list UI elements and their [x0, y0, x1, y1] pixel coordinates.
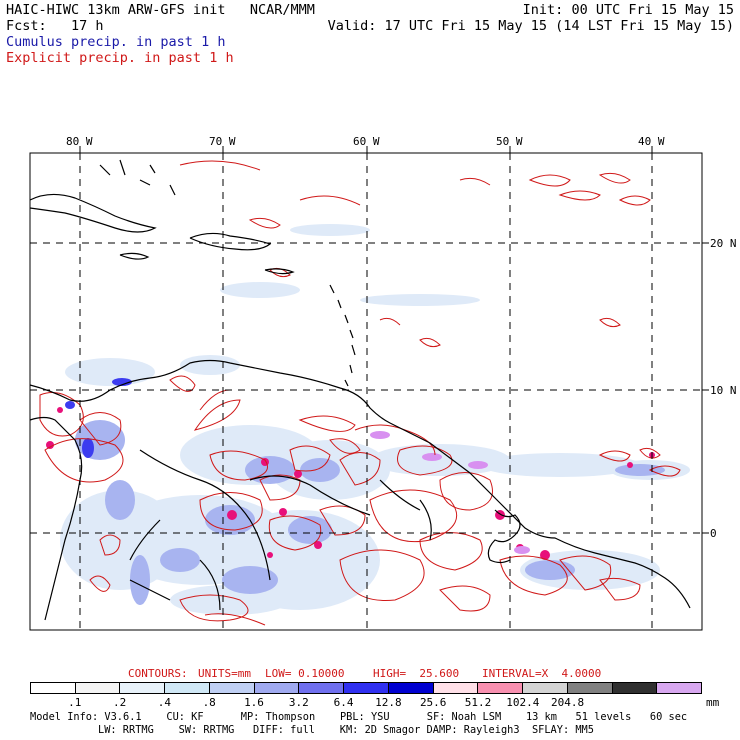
colorbar-tick-label: .4 — [157, 696, 172, 709]
lon-label: 60 W — [353, 135, 380, 148]
plot-title: HAIC-HIWC 13km ARW-GFS init NCAR/MMM — [6, 2, 315, 18]
colorbar-tick-label: 12.8 — [375, 696, 402, 709]
lon-label: 80 W — [66, 135, 93, 148]
lat-lon-grid — [30, 153, 702, 630]
colorbar-swatch — [209, 683, 255, 693]
lon-label: 70 W — [209, 135, 236, 148]
coast-jamaica — [119, 252, 150, 260]
lon-label: 50 W — [496, 135, 523, 148]
colorbar-tick-label: 51.2 — [464, 696, 492, 709]
valid-time: Valid: 17 UTC Fri 15 May 15 (14 LST Fri … — [327, 18, 734, 34]
colorbar-tick-label: .1 — [68, 696, 82, 709]
coastlines — [29, 159, 691, 621]
colorbar-tick-label: 25.6 — [419, 696, 447, 709]
interval-label: INTERVAL=X 4.0000 — [482, 667, 602, 680]
coast-puerto-rico — [264, 268, 295, 275]
coast-south-america — [29, 359, 691, 609]
coast-lesser-antilles — [329, 284, 356, 387]
colorbar-tick-label: 204.8 — [551, 696, 585, 709]
colorbar-tick-label: .8 — [202, 696, 216, 709]
colorbar-swatch — [254, 683, 300, 693]
model-info-line1: Model Info: V3.6.1 CU: KF MP: Thompson P… — [30, 711, 688, 723]
colorbar-units: mm — [706, 696, 720, 709]
high-label: HIGH= 25.600 — [373, 667, 460, 680]
lat-label: 10 N — [710, 384, 737, 397]
coast-cuba — [29, 193, 157, 233]
high-precip-fill — [370, 431, 530, 554]
colorbar-swatch — [388, 683, 434, 693]
colorbar — [30, 682, 702, 694]
lat-label: 20 N — [710, 237, 737, 250]
init-time: Init: 00 UTC Fri 15 May 15 — [522, 2, 734, 18]
country-borders — [129, 449, 432, 611]
colorbar-tick-label: 102.4 — [506, 696, 540, 709]
model-info-line2: LW: RRTMG SW: RRTMG DIFF: full KM: 2D Sm… — [98, 724, 594, 736]
colorbar-swatch — [433, 683, 479, 693]
colorbar-tick-label: 3.2 — [288, 696, 309, 709]
axis-ticks — [79, 146, 709, 534]
lat-label: 0 — [710, 527, 717, 540]
legend-cumulus: Cumulus precip. in past 1 h — [6, 34, 226, 50]
lon-label: 40 W — [638, 135, 665, 148]
colorbar-tick-label: .2 — [112, 696, 127, 709]
colorbar-swatch — [657, 683, 702, 693]
units-label: UNITS=mm — [198, 667, 251, 680]
colorbar-swatch — [612, 683, 658, 693]
colorbar-swatch — [523, 683, 568, 693]
colorbar-swatch — [567, 683, 613, 693]
colorbar-swatch — [120, 683, 166, 693]
contours-label: CONTOURS: — [128, 667, 188, 680]
coast-hispaniola — [189, 232, 272, 251]
colorbar-tick-label: 6.4 — [333, 696, 354, 709]
colorbar-swatch — [31, 683, 76, 693]
axis-labels: 80 W 70 W 60 W 50 W 40 W 20 N 10 N 0 — [66, 135, 737, 540]
colorbar-swatch — [165, 683, 210, 693]
colorbar-swatch — [75, 683, 121, 693]
colorbar-tick-label: 1.6 — [244, 696, 264, 709]
low-label: LOW= 0.10000 — [265, 667, 345, 680]
cumulus-precip-dark — [65, 378, 132, 458]
forecast-hour: Fcst: 17 h — [6, 18, 104, 34]
explicit-precip-contours — [39, 160, 681, 626]
colorbar-swatch — [478, 683, 524, 693]
colorbar-swatch — [344, 683, 389, 693]
legend-explicit: Explicit precip. in past 1 h — [6, 50, 234, 66]
colorbar-swatch — [299, 683, 345, 693]
